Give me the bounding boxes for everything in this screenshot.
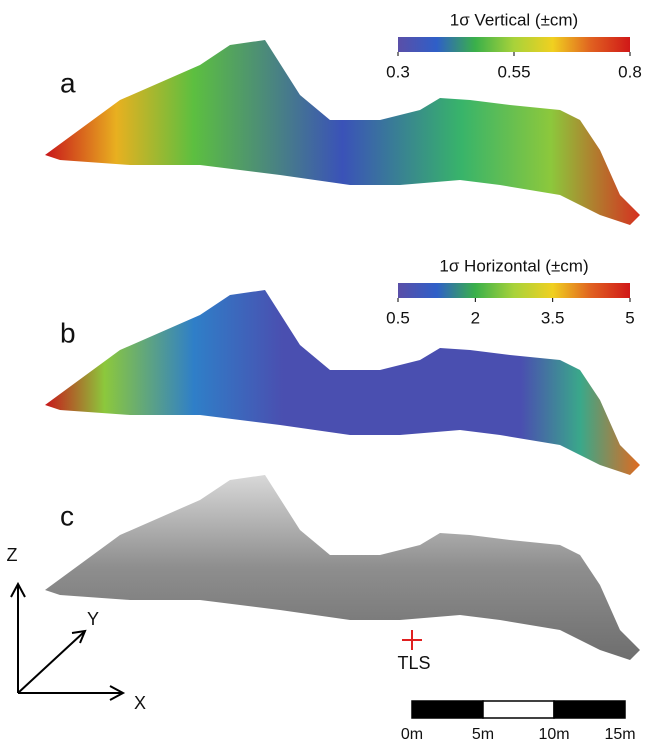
scale-label: 5m <box>472 726 494 743</box>
axis-label: Z <box>7 545 18 565</box>
colorbar-tick-label: 0.3 <box>386 62 410 81</box>
scale-bar <box>412 701 625 718</box>
axis-label: Y <box>87 609 99 629</box>
colorbar-tick-label: 3.5 <box>541 308 565 327</box>
colorbar-gradient <box>398 283 630 298</box>
panel-label: a <box>60 67 76 98</box>
colorbar: 1σ Vertical (±cm) 0.3 0.55 0.8 <box>386 10 642 81</box>
colorbar-gradient <box>398 37 630 52</box>
tls-label: TLS <box>397 653 430 673</box>
colorbar-tick-label: 2 <box>471 308 480 327</box>
scale-label: 10m <box>538 726 569 743</box>
terrain-a <box>45 40 640 225</box>
colorbar-title: 1σ Horizontal (±cm) <box>439 256 588 275</box>
scale-label: 15m <box>604 726 635 743</box>
axis-label: X <box>134 693 146 713</box>
scale-label: 0m <box>401 726 423 743</box>
colorbar-tick-label: 0.55 <box>497 62 530 81</box>
colorbar-tick-label: 0.8 <box>618 62 642 81</box>
colorbar-title: 1σ Vertical (±cm) <box>450 10 578 29</box>
colorbar-tick-label: 5 <box>625 308 634 327</box>
panel-label: c <box>60 500 74 531</box>
colorbar-tick-label: 0.5 <box>386 308 410 327</box>
axes-triad <box>11 584 123 700</box>
tls-marker <box>402 630 422 650</box>
colorbar: 1σ Horizontal (±cm) 0.5 2 3.5 5 <box>386 256 635 327</box>
terrain-c <box>45 475 640 660</box>
figure: a b c 1σ Vertical (±cm)0.30.550.8 1σ Hor… <box>0 0 647 745</box>
panel-label: b <box>60 317 76 348</box>
